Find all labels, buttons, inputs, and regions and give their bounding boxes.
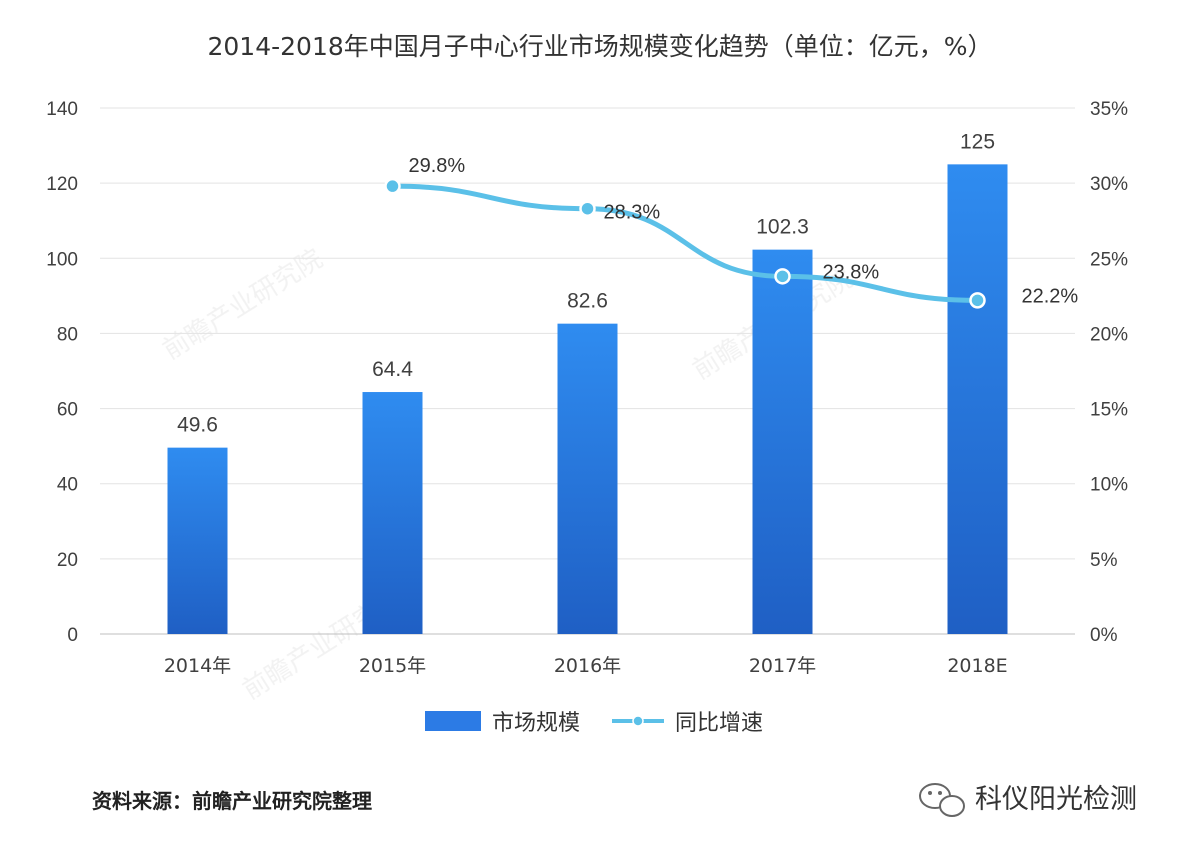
x-tick-label: 2014年 bbox=[164, 655, 231, 677]
legend-label-line: 同比增速 bbox=[675, 711, 763, 736]
brand-name: 科仪阳光检测 bbox=[975, 784, 1137, 815]
y-left-tick-label: 40 bbox=[57, 475, 78, 496]
y-left-tick-label: 100 bbox=[46, 249, 78, 270]
legend-marker bbox=[632, 715, 644, 727]
y-right-tick-label: 30% bbox=[1090, 174, 1128, 195]
legend-swatch-bar bbox=[425, 711, 481, 731]
line-value-label: 28.3% bbox=[604, 202, 661, 224]
bar-value-label: 49.6 bbox=[177, 414, 218, 437]
svg-text:前瞻产业研究院: 前瞻产业研究院 bbox=[158, 244, 328, 366]
bar-value-label: 125 bbox=[960, 130, 995, 153]
x-tick-label: 2017年 bbox=[749, 655, 816, 677]
y-right-tick-label: 15% bbox=[1090, 400, 1128, 421]
line-series: 29.8% 28.3% 23.8% 22.2% bbox=[384, 155, 1079, 309]
bar bbox=[752, 249, 813, 634]
x-axis: 2014年 2015年 2016年 2017年 2018E bbox=[164, 655, 1008, 677]
x-tick-label: 2016年 bbox=[554, 655, 621, 677]
bar bbox=[557, 323, 618, 634]
bar-value-label: 82.6 bbox=[567, 290, 608, 313]
y-left-tick-label: 60 bbox=[57, 400, 78, 421]
y-right-tick-label: 35% bbox=[1090, 99, 1128, 120]
line-point bbox=[579, 200, 596, 217]
wechat-icon bbox=[919, 783, 965, 817]
y-axis-left: 0 20 40 60 80 100 120 140 bbox=[46, 99, 78, 646]
line-value-label: 22.2% bbox=[1022, 285, 1079, 307]
y-left-tick-label: 140 bbox=[46, 99, 78, 120]
line-value-label: 29.8% bbox=[409, 155, 466, 177]
line-point bbox=[969, 292, 986, 309]
y-right-tick-label: 0% bbox=[1090, 625, 1118, 646]
y-left-tick-label: 120 bbox=[46, 174, 78, 195]
y-right-tick-label: 20% bbox=[1090, 324, 1128, 345]
line-point bbox=[774, 268, 791, 285]
y-right-tick-label: 5% bbox=[1090, 550, 1118, 571]
legend-label-bar: 市场规模 bbox=[492, 711, 580, 736]
legend: 市场规模 同比增速 bbox=[425, 711, 763, 736]
line-point bbox=[384, 177, 401, 195]
chart-title: 2014-2018年中国月子中心行业市场规模变化趋势（单位：亿元，%） bbox=[207, 32, 992, 61]
bar bbox=[167, 447, 228, 634]
x-tick-label: 2018E bbox=[947, 655, 1007, 677]
bar-value-label: 64.4 bbox=[372, 358, 413, 381]
bar bbox=[947, 164, 1008, 634]
bar bbox=[362, 392, 423, 634]
line-value-label: 23.8% bbox=[823, 261, 880, 283]
y-right-tick-label: 10% bbox=[1090, 475, 1128, 496]
y-axis-right: 0% 5% 10% 15% 20% 25% 30% 35% bbox=[1090, 99, 1128, 646]
x-tick-label: 2015年 bbox=[359, 655, 426, 677]
y-left-tick-label: 20 bbox=[57, 550, 78, 571]
y-right-tick-label: 25% bbox=[1090, 249, 1128, 270]
bar-value-label: 102.3 bbox=[756, 216, 809, 239]
bar-series: 49.6 64.4 82.6 102.3 125 bbox=[167, 130, 1008, 634]
y-left-tick-label: 0 bbox=[67, 625, 78, 646]
growth-line bbox=[390, 183, 980, 303]
source-note: 资料来源：前瞻产业研究院整理 bbox=[92, 789, 372, 813]
y-left-tick-label: 80 bbox=[57, 324, 78, 345]
